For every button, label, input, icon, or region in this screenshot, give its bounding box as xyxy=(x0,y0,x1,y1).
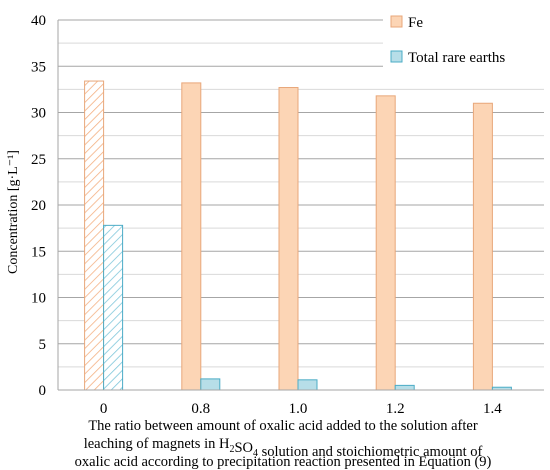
x-tick-labels: 0 0.8 1.0 1.2 1.4 xyxy=(100,401,502,417)
x-axis-label-line: oxalic acid according to precipitation r… xyxy=(75,454,492,470)
axes xyxy=(57,20,544,391)
fe-bar-1.2 xyxy=(375,95,396,391)
legend-box xyxy=(383,5,546,83)
fe-bar-1.4 xyxy=(472,102,493,391)
y-tick-label: 0 xyxy=(39,383,47,399)
y-axis-label: Concentration [g·L⁻¹] xyxy=(6,150,21,274)
rare-earths-bar-0.8 xyxy=(200,378,221,391)
legend-label: Total rare earths xyxy=(408,50,505,66)
x-tick-label: 0.8 xyxy=(191,401,210,417)
fe-bar-0 xyxy=(84,80,105,391)
legend-swatch xyxy=(390,50,403,63)
fe-bar-0.8 xyxy=(181,82,202,391)
x-axis-label-line: leaching of magnets in H2SO4 solution an… xyxy=(84,436,483,460)
legend-swatch xyxy=(390,15,403,28)
y-tick-label: 10 xyxy=(31,291,46,307)
x-tick-label: 1.0 xyxy=(289,401,308,417)
y-tick-labels: 0 5 10 15 20 25 30 35 40 xyxy=(31,13,46,399)
x-tick-label: 1.4 xyxy=(483,401,502,417)
legend-label: Fe xyxy=(408,15,423,31)
x-axis-label: The ratio between amount of oxalic acid … xyxy=(75,418,492,470)
y-tick-label: 30 xyxy=(31,106,46,122)
y-tick-label: 5 xyxy=(39,337,47,353)
rare-earths-bar-1.0 xyxy=(297,379,318,391)
y-tick-label: 15 xyxy=(31,244,46,260)
y-tick-label: 20 xyxy=(31,198,46,214)
legend: Fe Total rare earths xyxy=(383,5,546,83)
y-tick-label: 40 xyxy=(31,13,46,29)
rare-earths-bar-0 xyxy=(103,224,124,391)
x-tick-label: 0 xyxy=(100,401,108,417)
y-tick-label: 25 xyxy=(31,152,46,168)
fe-bar-1.0 xyxy=(278,87,299,391)
x-tick-label: 1.2 xyxy=(386,401,405,417)
rare-earths-bar-1.2 xyxy=(394,384,415,391)
x-axis-label-line: The ratio between amount of oxalic acid … xyxy=(88,418,478,434)
y-tick-label: 35 xyxy=(31,59,46,75)
